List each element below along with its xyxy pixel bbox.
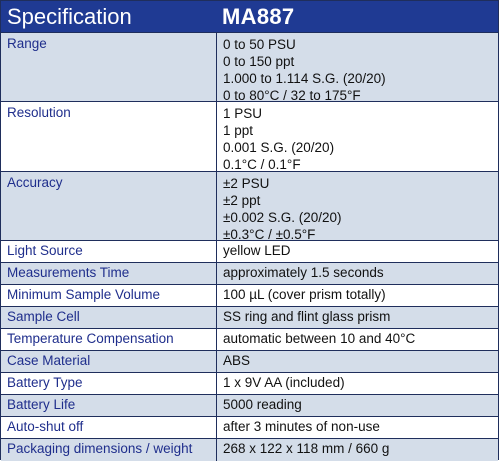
header-specification: Specification [1,1,217,32]
value-battery-type: 1 x 9V AA (included) [217,372,498,394]
label-case-material: Case Material [1,350,217,372]
label-accuracy: Accuracy [1,171,217,240]
value-case-material: ABS [217,350,498,372]
value-line: 0.1°C / 0.1°F [223,157,301,171]
value-line: 1 ppt [223,123,254,138]
value-measurements-time: approximately 1.5 seconds [217,262,498,284]
value-line: 0.001 S.G. (20/20) [223,140,335,155]
label-resolution: Resolution [1,101,217,171]
value-line: 0 to 80°C / 32 to 175°F [223,88,361,101]
value-line: 0 to 50 PSU [223,37,296,52]
label-packaging-dimensions-weight: Packaging dimensions / weight [1,438,217,461]
value-line: 1.000 to 1.114 S.G. (20/20) [223,71,386,86]
value-sample-cell: SS ring and flint glass prism [217,306,498,328]
value-battery-life: 5000 reading [217,394,498,416]
label-temperature-compensation: Temperature Compensation [1,328,217,350]
label-auto-shut-off: Auto-shut off [1,416,217,438]
value-line: ±2 ppt [223,193,261,208]
value-line: 1 PSU [223,106,263,121]
label-battery-life: Battery Life [1,394,217,416]
label-sample-cell: Sample Cell [1,306,217,328]
value-line: ±2 PSU [223,176,270,191]
value-line: 0 to 150 ppt [223,54,295,69]
value-range: 0 to 50 PSU 0 to 150 ppt 1.000 to 1.114 … [217,32,498,101]
value-line: ±0.002 S.G. (20/20) [223,210,342,225]
value-packaging-dimensions-weight: 268 x 122 x 118 mm / 660 g [217,438,498,461]
label-battery-type: Battery Type [1,372,217,394]
label-range: Range [1,32,217,101]
value-auto-shut-off: after 3 minutes of non-use [217,416,498,438]
value-temperature-compensation: automatic between 10 and 40°C [217,328,498,350]
value-light-source: yellow LED [217,240,498,262]
header-model: MA887 [217,1,498,32]
label-minimum-sample-volume: Minimum Sample Volume [1,284,217,306]
value-line: ±0.3°C / ±0.5°F [223,227,316,240]
value-accuracy: ±2 PSU ±2 ppt ±0.002 S.G. (20/20) ±0.3°C… [217,171,498,240]
label-measurements-time: Measurements Time [1,262,217,284]
value-minimum-sample-volume: 100 µL (cover prism totally) [217,284,498,306]
value-resolution: 1 PSU 1 ppt 0.001 S.G. (20/20) 0.1°C / 0… [217,101,498,171]
label-light-source: Light Source [1,240,217,262]
